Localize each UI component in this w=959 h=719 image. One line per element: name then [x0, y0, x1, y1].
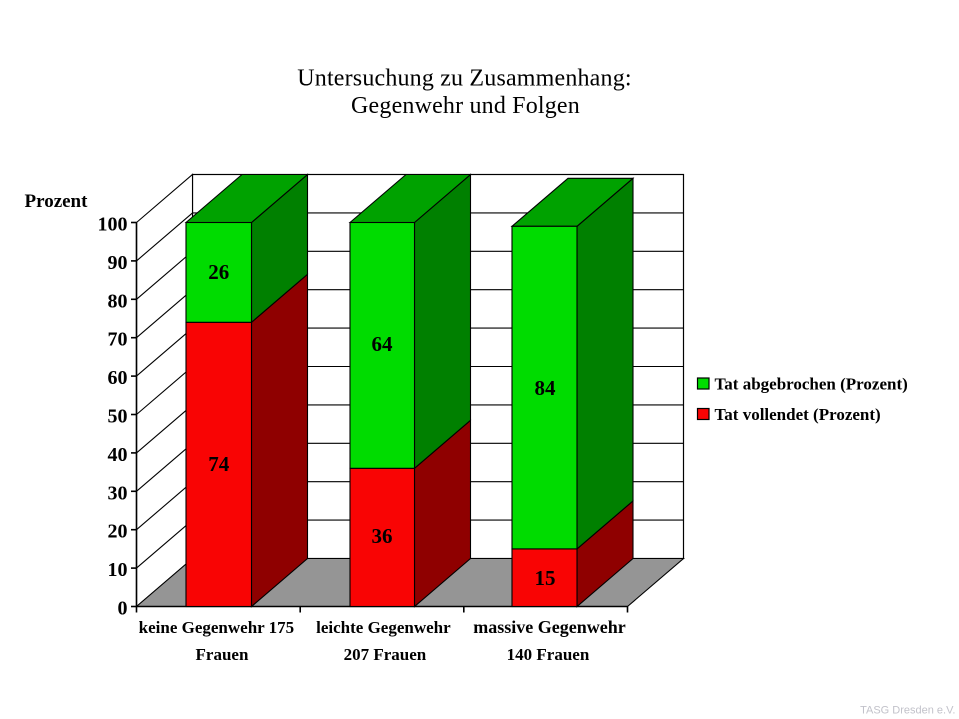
svg-text:84: 84	[535, 376, 557, 400]
svg-text:Untersuchung zu Zusammenhang:: Untersuchung zu Zusammenhang:	[297, 66, 631, 92]
svg-text:140 Frauen: 140 Frauen	[507, 645, 590, 664]
svg-text:64: 64	[372, 332, 394, 356]
svg-text:50: 50	[108, 406, 128, 428]
svg-text:Tat abgebrochen (Prozent): Tat abgebrochen (Prozent)	[715, 375, 908, 394]
svg-text:74: 74	[208, 452, 230, 476]
svg-text:36: 36	[372, 524, 393, 548]
svg-text:207 Frauen: 207 Frauen	[344, 645, 427, 664]
svg-text:100: 100	[98, 214, 128, 236]
svg-text:Prozent: Prozent	[25, 191, 89, 212]
svg-text:Tat vollendet (Prozent): Tat vollendet (Prozent)	[715, 405, 881, 424]
svg-text:massive Gegenwehr: massive Gegenwehr	[473, 617, 625, 637]
svg-text:TASG Dresden e.V.: TASG Dresden e.V.	[860, 705, 955, 717]
svg-text:80: 80	[108, 290, 128, 312]
svg-text:keine Gegenwehr 175: keine Gegenwehr 175	[139, 618, 295, 637]
svg-text:26: 26	[208, 260, 229, 284]
svg-text:leichte Gegenwehr: leichte Gegenwehr	[316, 618, 451, 637]
svg-text:0: 0	[118, 598, 128, 620]
svg-text:70: 70	[108, 329, 128, 351]
svg-text:10: 10	[108, 559, 128, 581]
svg-text:40: 40	[108, 444, 128, 466]
svg-text:Gegenwehr und Folgen: Gegenwehr und Folgen	[351, 93, 580, 119]
svg-text:15: 15	[535, 566, 556, 590]
svg-text:90: 90	[108, 252, 128, 274]
svg-text:Frauen: Frauen	[196, 645, 249, 664]
svg-text:30: 30	[108, 482, 128, 504]
svg-text:60: 60	[108, 367, 128, 389]
svg-text:20: 20	[108, 521, 128, 543]
